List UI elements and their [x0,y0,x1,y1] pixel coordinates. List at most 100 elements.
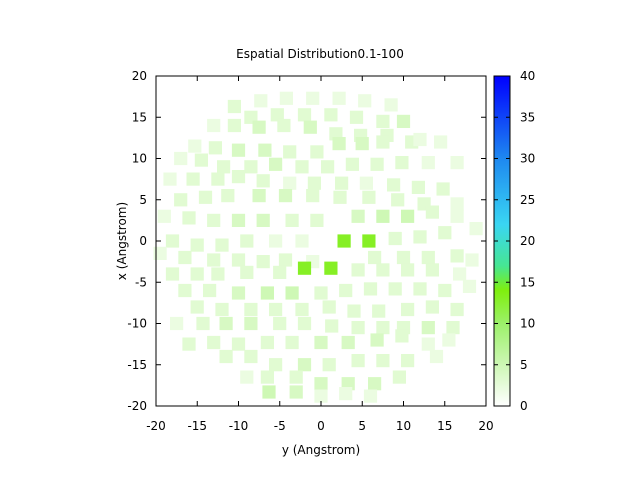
heatmap-cell [395,329,409,343]
heatmap-cell [163,172,177,186]
heatmap-cell [314,286,328,300]
heatmap-cell [231,143,246,157]
heatmap-cell [324,108,338,122]
heatmap-cell [254,94,268,108]
heatmap-cell [273,265,287,279]
heatmap-cell [203,283,217,298]
heatmap-cell [256,255,270,269]
heatmap-cell [165,267,180,281]
heatmap-cell [442,333,456,347]
heatmap-cell [376,135,390,149]
colorbar-tick-label: 0 [520,399,528,413]
heatmap-cell [469,222,483,236]
heatmap-cell [388,282,402,296]
heatmap-cell [297,358,312,372]
heatmap-cell [314,389,328,403]
heatmap-cell [244,160,258,174]
heatmap-cell [231,253,246,267]
colorbar-tick-label: 10 [520,317,535,331]
heatmap-cell [359,176,373,190]
colorbar-tick-label: 30 [520,152,535,166]
heatmap-cell [208,141,222,155]
heatmap-cell [376,209,390,223]
heatmap-cell [372,304,386,318]
heatmap-cell [339,283,353,298]
heatmap-cell [306,91,320,105]
heatmap-cell [297,108,312,122]
heatmap-cell [421,156,435,170]
y-axis-ticks: -20 -15 -10 -5 0 5 10 15 20 [127,69,486,413]
heatmap-cell [165,234,180,248]
y-tick-label: 10 [132,152,147,166]
heatmap-cell [186,172,200,186]
heatmap-cell [211,172,225,186]
heatmap-cell [450,302,464,317]
heatmap-cell [411,180,425,194]
heatmap-cell [450,209,464,223]
heatmap-cell [322,300,336,314]
heatmap-cell [278,189,293,203]
heatmap-cell [438,226,452,240]
heatmap-cell [207,335,221,350]
heatmap-cell [260,335,274,350]
heatmap-cell [269,157,283,171]
heatmap-cell [240,265,254,279]
heatmap-cell [240,370,254,384]
heatmap-cell [306,189,320,203]
heatmap-cell [231,213,246,227]
heatmap-cell [324,261,338,275]
heatmap-cell [351,263,365,277]
heatmap-cells [153,91,483,403]
heatmap-cell [465,253,479,267]
heatmap-cell [297,261,312,275]
heatmap-cell [219,316,233,331]
x-tick-label: 10 [396,419,411,433]
heatmap-cell [270,108,284,122]
heatmap-cell [278,253,293,267]
heatmap-cell [450,249,464,263]
x-axis-ticks: -20 -15 -10 -5 0 5 10 15 20 [146,76,494,433]
heatmap-cell [401,263,415,277]
heatmap-cell [231,337,246,351]
heatmap-cell [425,205,439,219]
heatmap-cell [307,176,321,190]
heatmap-cell [332,91,346,105]
heatmap-cell [252,189,266,203]
heatmap-cell [283,145,297,159]
heatmap-cell [283,176,297,190]
heatmap-cell [244,316,258,331]
heatmap-cell [279,91,293,105]
heatmap-cell [462,279,477,293]
heatmap-cell [215,238,229,252]
heatmap-cell [438,283,452,298]
heatmap-cell [215,302,229,317]
heatmap-cell [285,213,299,227]
heatmap-cell [256,213,270,227]
heatmap-cell [174,193,188,207]
heatmap-cell [401,209,415,223]
heatmap-cell [269,358,283,372]
x-tick-label: 20 [478,419,493,433]
heatmap-cell [289,385,303,399]
heatmap-cell [387,178,401,192]
heatmap-cell [314,335,328,350]
heatmap-cell [178,250,192,265]
heatmap-cell [190,238,204,252]
x-tick-label: -15 [187,419,207,433]
y-tick-label: 15 [132,110,147,124]
heatmap-cell [401,354,415,368]
heatmap-cell [391,193,405,207]
heatmap-cell [310,213,324,227]
heatmap-cell [269,302,283,317]
heatmap-cell [358,94,372,108]
heatmap-cell [244,302,258,317]
heatmap-cell [362,190,376,204]
heatmap-cell [349,110,364,124]
heatmap-cell [190,267,204,281]
heatmap-cell [392,370,406,384]
heatmap-cell [240,234,254,248]
heatmap-cell [425,263,439,277]
heatmap-cell [157,209,171,223]
heatmap-cell [219,349,233,364]
